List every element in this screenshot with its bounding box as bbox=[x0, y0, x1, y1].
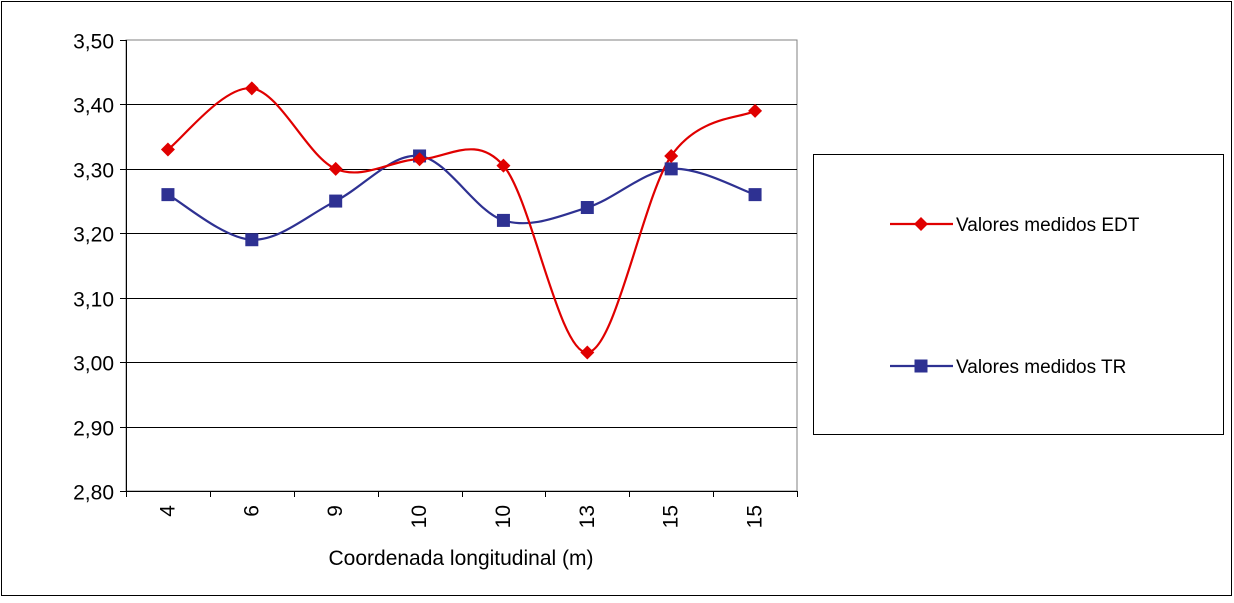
grid-lines bbox=[126, 104, 797, 428]
legend-label-edt: Valores medidos EDT bbox=[956, 215, 1140, 236]
y-tick-label: 3,20 bbox=[73, 224, 114, 247]
data-point-tr bbox=[161, 188, 175, 202]
series-lines bbox=[167, 87, 756, 354]
x-tick-label: 10 bbox=[408, 505, 431, 528]
data-point-edt bbox=[496, 158, 511, 173]
data-point-tr bbox=[664, 162, 678, 176]
x-tick-label: 9 bbox=[324, 505, 347, 517]
axes: 2,80 2,90 3,00 3,10 3,20 3,30 3,40 3,50 4 6 9 10 10 1… bbox=[73, 31, 798, 528]
legend-box bbox=[813, 154, 1224, 435]
legend: Valores medidos EDT Valores medidos TR bbox=[890, 215, 1140, 378]
data-point-edt bbox=[160, 142, 175, 157]
y-tick-label: 3,00 bbox=[73, 353, 114, 376]
series-line-edt bbox=[167, 87, 756, 354]
y-tick-label: 3,50 bbox=[73, 31, 114, 54]
series-markers bbox=[160, 81, 763, 360]
legend-marker-edt bbox=[914, 217, 928, 231]
x-tick-label: 6 bbox=[240, 505, 263, 517]
data-point-edt bbox=[580, 345, 595, 360]
data-point-edt bbox=[328, 161, 343, 176]
y-tick-label: 3,30 bbox=[73, 160, 114, 183]
data-point-tr bbox=[496, 213, 510, 227]
data-point-tr bbox=[748, 188, 762, 202]
data-point-tr bbox=[245, 233, 259, 247]
x-tick-label: 15 bbox=[660, 505, 683, 528]
x-axis-title: Coordenada longitudinal (m) bbox=[329, 547, 594, 570]
plot-area bbox=[125, 39, 798, 492]
x-tick-label: 4 bbox=[156, 505, 179, 517]
data-point-edt bbox=[748, 103, 763, 118]
data-point-edt bbox=[412, 152, 427, 167]
x-tick-label: 15 bbox=[744, 505, 767, 528]
series-line-tr bbox=[167, 154, 756, 241]
data-point-tr bbox=[329, 194, 343, 208]
data-point-tr bbox=[580, 201, 594, 215]
data-point-edt bbox=[664, 148, 679, 163]
y-tick-label: 3,40 bbox=[73, 95, 114, 118]
legend-marker-tr bbox=[914, 359, 928, 373]
y-tick-label: 2,80 bbox=[73, 482, 114, 505]
y-tick-label: 2,90 bbox=[73, 418, 114, 441]
x-tick-label: 13 bbox=[576, 505, 599, 528]
data-point-edt bbox=[244, 81, 259, 96]
legend-label-tr: Valores medidos TR bbox=[956, 357, 1126, 378]
x-tick-label: 10 bbox=[492, 505, 515, 528]
y-tick-label: 3,10 bbox=[73, 289, 114, 312]
